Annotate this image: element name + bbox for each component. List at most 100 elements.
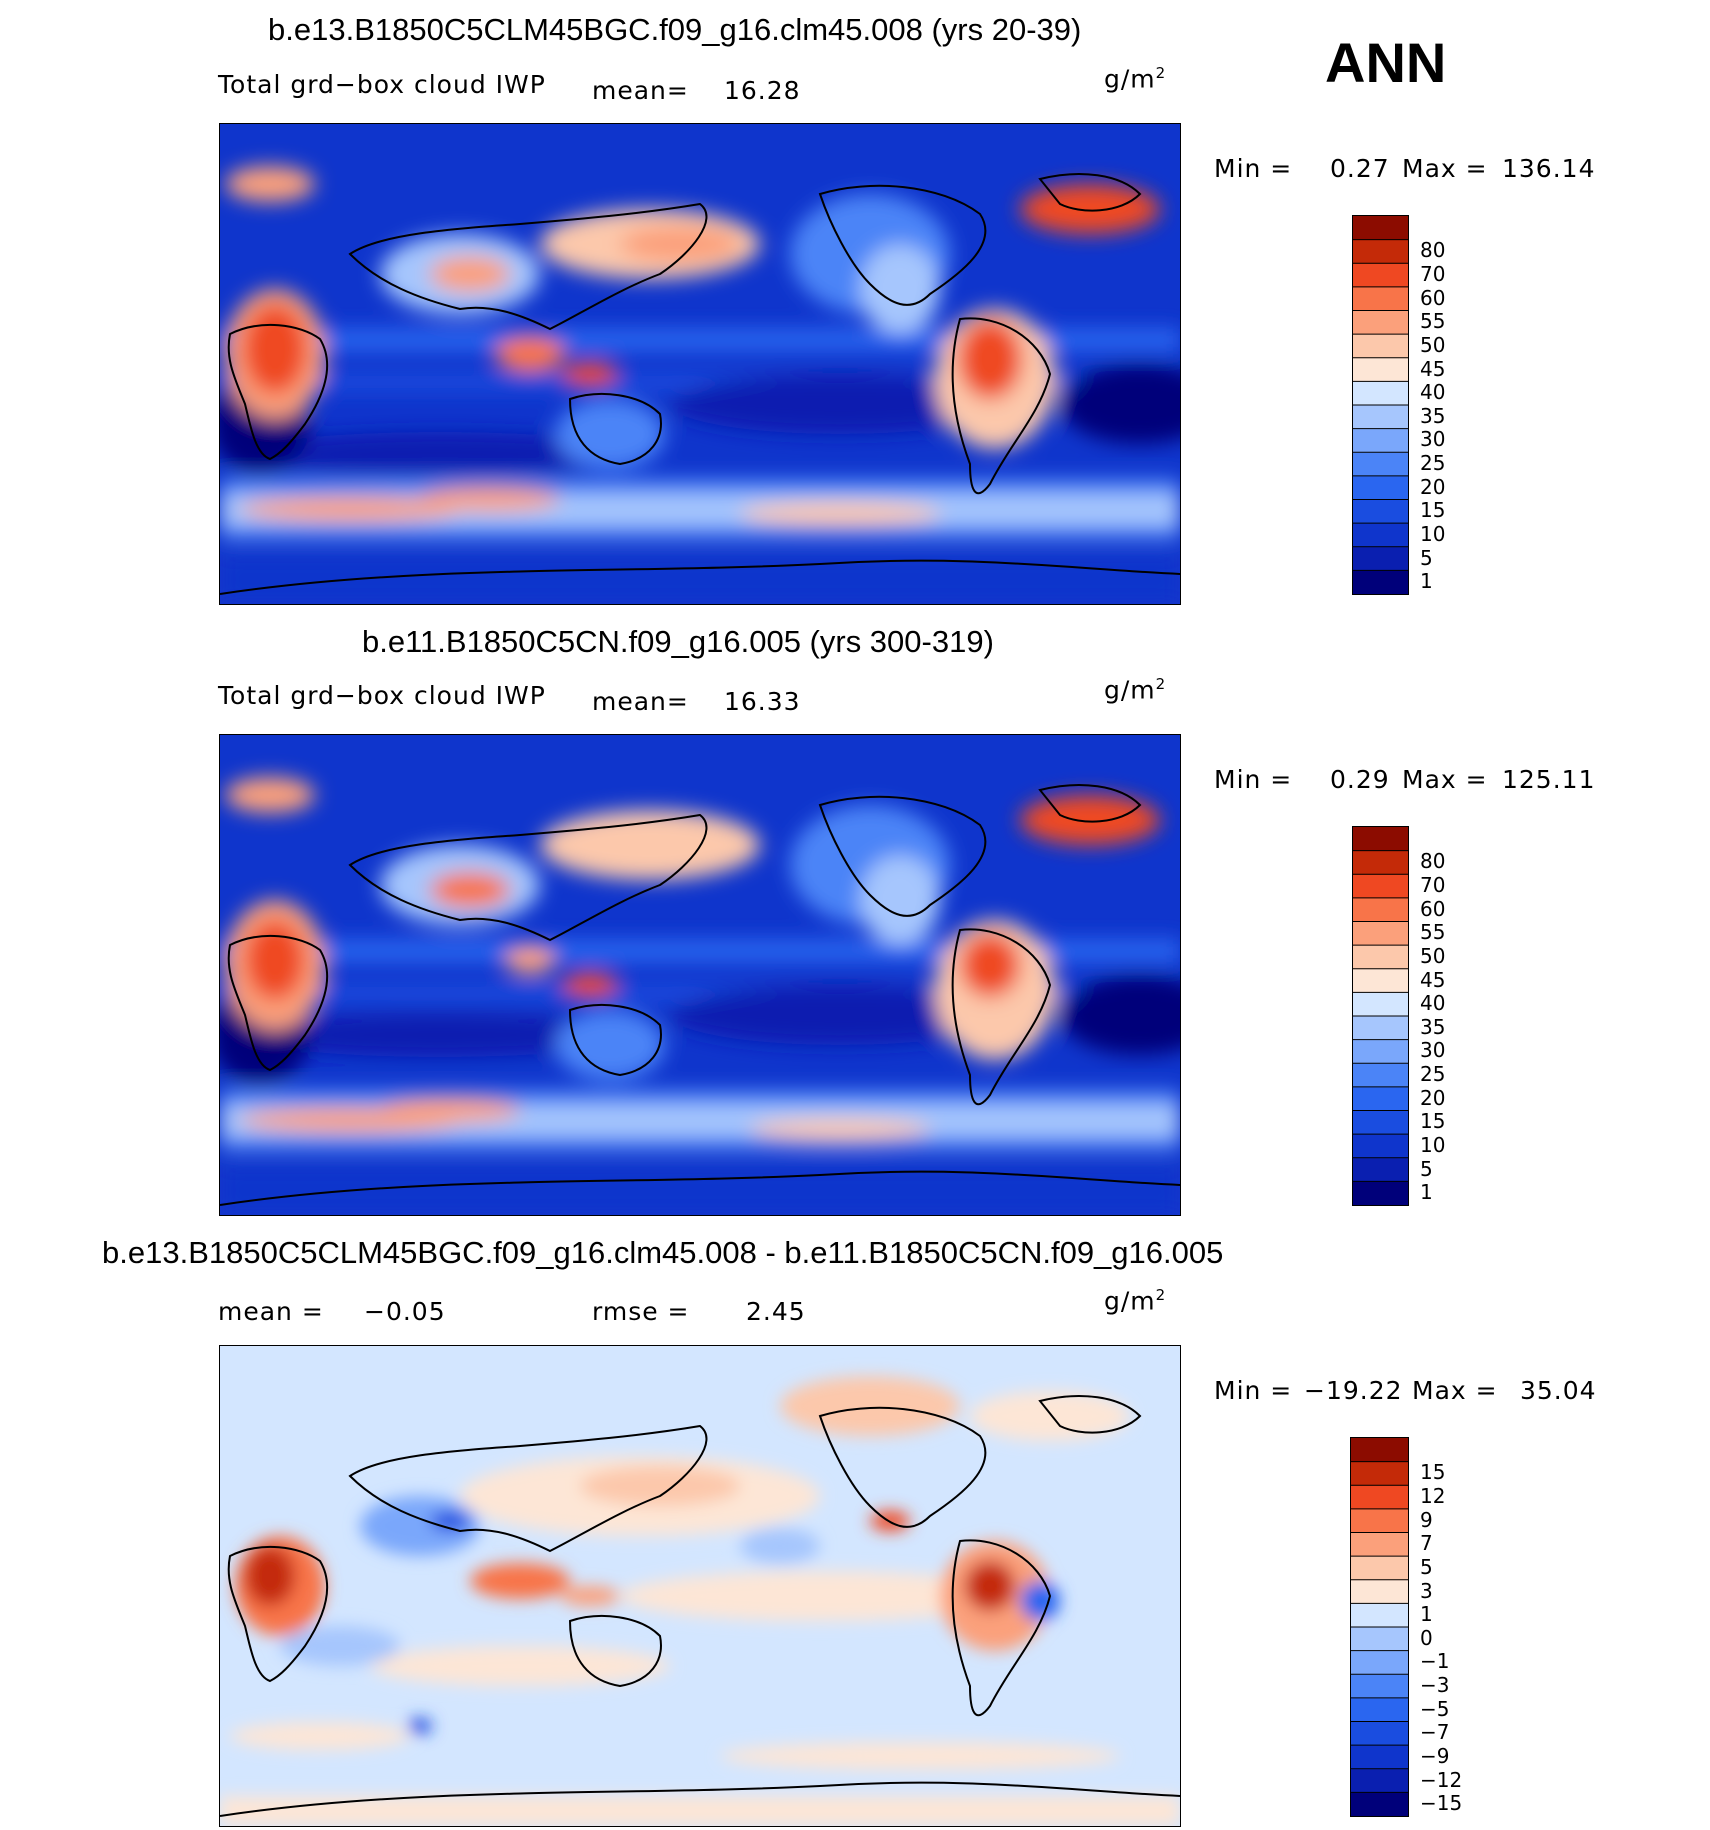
colorbar-tick-label: 55 (1420, 920, 1446, 945)
colorbar-swatch (1353, 239, 1408, 264)
colorbar-tick-label: 10 (1420, 1132, 1446, 1157)
colorbar-swatch (1353, 1063, 1408, 1088)
colorbar-tick-label: 45 (1420, 356, 1446, 381)
panel-1-max-label: Max = (1402, 154, 1488, 183)
season-label: ANN (1325, 31, 1447, 94)
colorbar-tick-label: 20 (1420, 474, 1446, 499)
colorbar-swatch (1353, 968, 1408, 993)
colorbar-swatch (1353, 827, 1408, 852)
colorbar-tick-label: 25 (1420, 451, 1446, 476)
colorbar-tick-label: 5 (1420, 545, 1433, 570)
panel-1-variable-label: Total grd−box cloud IWP (218, 70, 546, 99)
colorbar-tick-label: 60 (1420, 896, 1446, 921)
colorbar-tick-label: 10 (1420, 521, 1446, 546)
colorbar-tick-label: 50 (1420, 943, 1446, 968)
panel-3-mean-value: −0.05 (364, 1297, 446, 1326)
colorbar-tick-label: 30 (1420, 1038, 1446, 1063)
panel-3-mean-label: mean = (218, 1297, 324, 1326)
colorbar-swatch (1351, 1674, 1408, 1699)
panel-3-min-label: Min = (1214, 1376, 1293, 1405)
colorbar-swatch (1351, 1438, 1408, 1463)
colorbar-tick-label: −15 (1420, 1791, 1463, 1816)
panel-2-colorbar (1352, 826, 1409, 1206)
colorbar-swatch (1353, 1110, 1408, 1135)
colorbar-tick-label: 20 (1420, 1085, 1446, 1110)
colorbar-swatch (1353, 921, 1408, 946)
colorbar-tick-label: −7 (1420, 1720, 1450, 1745)
colorbar-swatch (1351, 1485, 1408, 1510)
colorbar-swatch (1351, 1508, 1408, 1533)
panel-3-rmse-value: 2.45 (746, 1297, 806, 1326)
colorbar-swatch (1351, 1721, 1408, 1746)
colorbar-swatch (1353, 263, 1408, 288)
colorbar-tick-label: −1 (1420, 1649, 1450, 1674)
panel-2-variable-label: Total grd−box cloud IWP (218, 681, 546, 710)
colorbar-swatch (1353, 570, 1408, 594)
colorbar-tick-label: 7 (1420, 1531, 1433, 1556)
colorbar-swatch (1351, 1745, 1408, 1770)
panel-3-rmse-label: rmse = (592, 1297, 690, 1326)
panel-3-colorbar (1350, 1437, 1409, 1817)
colorbar-tick-label: 80 (1420, 849, 1446, 874)
colorbar-tick-label: 15 (1420, 498, 1446, 523)
panel-1-min-value: 0.27 (1330, 154, 1390, 183)
colorbar-tick-label: 12 (1420, 1484, 1446, 1509)
panel-2-map (219, 734, 1181, 1216)
colorbar-swatch (1353, 1086, 1408, 1111)
colorbar-swatch (1353, 1039, 1408, 1064)
colorbar-tick-label: 50 (1420, 332, 1446, 357)
colorbar-swatch (1353, 452, 1408, 477)
colorbar-swatch (1351, 1627, 1408, 1652)
colorbar-tick-label: 70 (1420, 873, 1446, 898)
colorbar-tick-label: 5 (1420, 1554, 1433, 1579)
colorbar-tick-label: 30 (1420, 427, 1446, 452)
panel-2-max-value: 125.11 (1502, 765, 1596, 794)
colorbar-swatch (1351, 1532, 1408, 1557)
colorbar-swatch (1353, 523, 1408, 548)
colorbar-tick-label: 0 (1420, 1625, 1433, 1650)
colorbar-swatch (1353, 546, 1408, 571)
colorbar-swatch (1351, 1768, 1408, 1793)
panel-1-units: g/m2 (1104, 64, 1167, 94)
colorbar-swatch (1353, 992, 1408, 1017)
colorbar-tick-label: 15 (1420, 1460, 1446, 1485)
colorbar-tick-label: 80 (1420, 238, 1446, 263)
colorbar-swatch (1353, 945, 1408, 970)
panel-1-mean-value: 16.28 (724, 76, 801, 105)
panel-1-colorbar (1352, 215, 1409, 595)
colorbar-swatch (1353, 381, 1408, 406)
colorbar-tick-label: 9 (1420, 1507, 1433, 1532)
colorbar-swatch (1351, 1792, 1408, 1816)
colorbar-swatch (1353, 357, 1408, 382)
colorbar-tick-label: −3 (1420, 1673, 1450, 1698)
colorbar-swatch (1353, 428, 1408, 453)
colorbar-tick-label: 40 (1420, 991, 1446, 1016)
colorbar-tick-label: −9 (1420, 1743, 1450, 1768)
colorbar-tick-label: 60 (1420, 285, 1446, 310)
colorbar-swatch (1351, 1579, 1408, 1604)
colorbar-tick-label: 40 (1420, 380, 1446, 405)
colorbar-swatch (1353, 334, 1408, 359)
colorbar-swatch (1353, 310, 1408, 335)
colorbar-tick-label: −5 (1420, 1696, 1450, 1721)
colorbar-swatch (1351, 1603, 1408, 1628)
colorbar-swatch (1353, 897, 1408, 922)
colorbar-swatch (1351, 1556, 1408, 1581)
panel-2-min-value: 0.29 (1330, 765, 1390, 794)
panel-2-title: b.e11.B1850C5CN.f09_g16.005 (yrs 300-319… (362, 624, 994, 659)
panel-2-min-label: Min = (1214, 765, 1293, 794)
colorbar-swatch (1353, 1181, 1408, 1205)
colorbar-swatch (1351, 1461, 1408, 1486)
colorbar-swatch (1353, 475, 1408, 500)
panel-2-max-label: Max = (1402, 765, 1488, 794)
colorbar-tick-label: 35 (1420, 1014, 1446, 1039)
colorbar-swatch (1353, 874, 1408, 899)
colorbar-tick-label: 25 (1420, 1062, 1446, 1087)
colorbar-swatch (1351, 1697, 1408, 1722)
colorbar-tick-label: 35 (1420, 403, 1446, 428)
colorbar-tick-label: 3 (1420, 1578, 1433, 1603)
panel-1-mean-label: mean= (592, 76, 689, 105)
panel-1-map (219, 123, 1181, 605)
colorbar-tick-label: 1 (1420, 569, 1433, 594)
colorbar-swatch (1353, 405, 1408, 430)
